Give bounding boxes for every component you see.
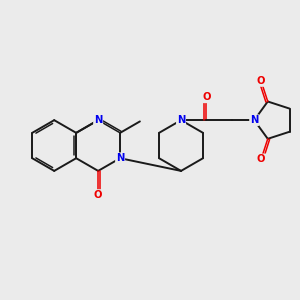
Text: O: O bbox=[202, 92, 211, 102]
Text: O: O bbox=[94, 190, 102, 200]
Text: O: O bbox=[257, 154, 265, 164]
Text: N: N bbox=[116, 153, 124, 163]
Text: N: N bbox=[177, 115, 185, 125]
Text: O: O bbox=[257, 76, 265, 86]
Text: N: N bbox=[250, 115, 258, 125]
Text: N: N bbox=[94, 115, 102, 125]
